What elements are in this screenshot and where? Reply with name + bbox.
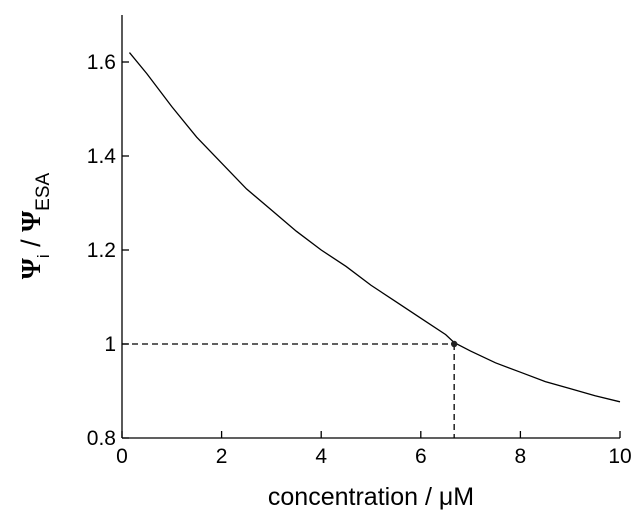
- y-label-separator: /: [16, 232, 46, 255]
- y-ticks: 0.8 1 1.2 1.4 1.6: [87, 51, 129, 450]
- y-label-psi-2: Ψ: [16, 211, 46, 232]
- reference-lines: [122, 343, 455, 438]
- x-axis-label: concentration / μM: [268, 483, 474, 511]
- y-tick-label: 1.2: [87, 239, 116, 262]
- y-tick-label: 0.8: [87, 427, 116, 450]
- x-tick-label: 0: [116, 445, 128, 468]
- x-tick-label: 10: [608, 445, 631, 468]
- y-tick-label: 1: [104, 333, 116, 356]
- x-tick-label: 8: [515, 445, 527, 468]
- series-line: [128, 52, 621, 403]
- y-label-psi-1: Ψ: [16, 258, 46, 279]
- y-label-sub-esa: ESA: [33, 172, 54, 210]
- y-tick-label: 1.6: [87, 51, 116, 74]
- x-tick-label: 4: [315, 445, 327, 468]
- y-tick-label: 1.4: [87, 145, 117, 168]
- y-axis-label: Ψi / ΨESA: [16, 172, 54, 279]
- x-tick-label: 6: [415, 445, 427, 468]
- x-ticks: 0 2 4 6 8 10: [116, 431, 632, 468]
- x-tick-label: 2: [216, 445, 228, 468]
- marker-point: [450, 340, 458, 348]
- y-label-sub-i: i: [34, 254, 53, 258]
- svg-text:Ψi / ΨESA: Ψi / ΨESA: [16, 172, 54, 279]
